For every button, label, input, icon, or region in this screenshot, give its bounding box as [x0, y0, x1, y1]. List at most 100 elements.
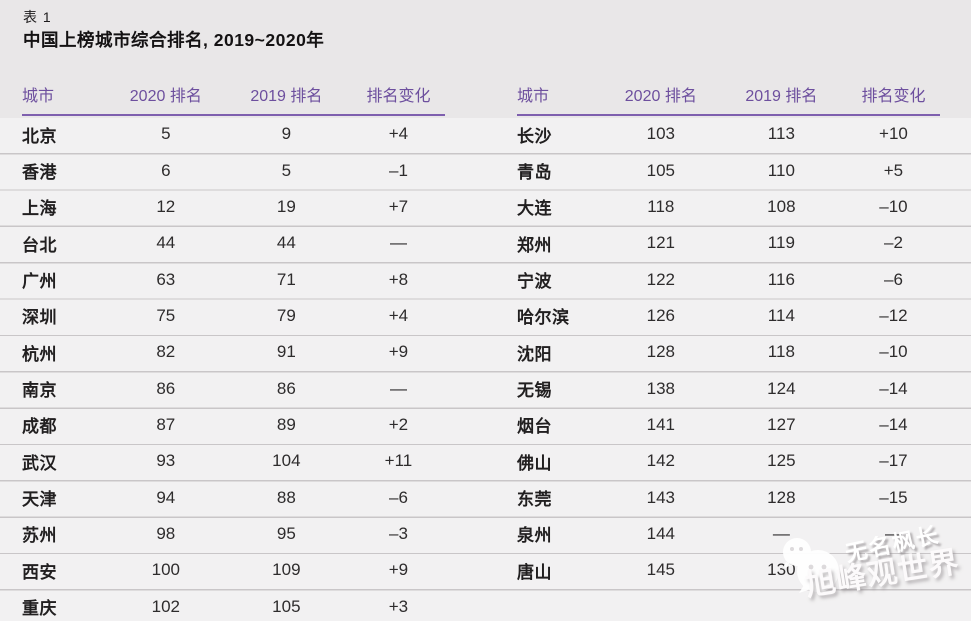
table-row: 台北 44 44 — — [22, 225, 445, 261]
rank-2020-cell: 121 — [646, 233, 675, 253]
rank-2019-cell: 118 — [767, 342, 795, 362]
rank-2020-cell: 86 — [156, 378, 176, 398]
table-row: 烟台 141 127 –14 — [517, 407, 940, 443]
table-row: 青岛 105 110 +5 — [517, 152, 940, 188]
rank-2019-cell: 79 — [276, 305, 296, 325]
column-header-rank-change: 排名变化 — [366, 88, 431, 105]
rank-2020-cell: 82 — [156, 342, 176, 362]
rank-change-cell: +4 — [388, 124, 409, 144]
rank-2019-cell: 128 — [767, 487, 796, 507]
table-row: 天津 94 88 –6 — [22, 479, 445, 515]
rank-2020-cell: 141 — [646, 414, 675, 434]
rank-2019-cell: 19 — [276, 196, 296, 216]
city-cell: 东莞 — [517, 490, 552, 510]
rank-2020-cell: 144 — [646, 523, 675, 543]
rank-2020-cell: 98 — [156, 523, 176, 543]
table-row: 长沙 103 113 +10 — [517, 116, 940, 152]
rank-2019-cell: 114 — [767, 305, 795, 325]
table-row: 沈阳 128 118 –10 — [517, 334, 940, 370]
city-cell: 大连 — [517, 199, 552, 219]
table-heading: 中国上榜城市综合排名, 2019~2020年 — [23, 30, 325, 50]
city-cell: 青岛 — [517, 163, 552, 183]
table-row: 泉州 144 — — — [517, 516, 940, 552]
rank-2020-cell: 94 — [156, 487, 176, 507]
city-cell: 武汉 — [22, 453, 57, 473]
rank-change-cell: +9 — [388, 342, 409, 362]
rank-2019-cell: 113 — [767, 124, 795, 144]
rank-change-cell: — — [389, 233, 407, 253]
rank-2020-cell: 75 — [156, 305, 176, 325]
rank-2019-cell: 124 — [767, 378, 796, 398]
rank-change-cell: –10 — [879, 342, 908, 362]
city-cell: 深圳 — [22, 308, 57, 328]
city-cell: 台北 — [22, 235, 57, 255]
table-body: 长沙 103 113 +10 青岛 105 110 +5 大连 118 108 –10 郑州 121 119… — [517, 116, 940, 588]
table-row: 郑州 121 119 –2 — [517, 225, 940, 261]
rank-2019-cell: 130 — [767, 560, 796, 580]
rank-2019-cell: 86 — [276, 378, 296, 398]
rank-2020-cell: 44 — [156, 233, 176, 253]
rank-2020-cell: 126 — [646, 305, 675, 325]
table-row: 广州 63 71 +8 — [22, 261, 445, 297]
city-cell: 唐山 — [517, 562, 552, 582]
rank-change-cell: +11 — [384, 451, 413, 471]
table-row: 南京 86 86 — — [22, 370, 445, 406]
rank-change-cell: –17 — [879, 451, 908, 471]
rank-2019-cell: 89 — [276, 414, 296, 434]
city-cell: 成都 — [22, 417, 57, 437]
rank-2020-cell: 118 — [647, 196, 675, 216]
column-header-2019-rank: 2019 排名 — [745, 88, 818, 105]
rank-2019-cell: 127 — [767, 414, 796, 434]
table-row: 佛山 142 125 –17 — [517, 443, 940, 479]
city-cell: 北京 — [22, 126, 57, 146]
table-header-row: 城市 2020 排名 2019 排名 排名变化 — [517, 78, 940, 116]
city-cell: 南京 — [22, 381, 57, 401]
table-row: 武汉 93 104 +11 — [22, 443, 445, 479]
column-header-city: 城市 — [517, 88, 550, 105]
rank-2019-cell: 116 — [767, 269, 795, 289]
ranking-table-left: 城市 2020 排名 2019 排名 排名变化 北京 5 9 +4 香港 6 5 –1 上海 12… — [22, 78, 445, 621]
rank-change-cell: –1 — [388, 160, 408, 180]
city-cell: 泉州 — [517, 526, 552, 546]
table-row: 东莞 143 128 –15 — [517, 479, 940, 515]
rank-change-cell: –3 — [388, 523, 408, 543]
city-cell: 长沙 — [517, 126, 552, 146]
rank-2020-cell: 142 — [646, 451, 675, 471]
rank-2020-cell: 12 — [156, 196, 176, 216]
table-row: 无锡 138 124 –14 — [517, 370, 940, 406]
rank-2019-cell: 88 — [276, 487, 296, 507]
rank-2020-cell: 5 — [161, 124, 171, 144]
rank-2019-cell: 110 — [767, 160, 795, 180]
table-row: 唐山 145 130 — [517, 552, 940, 588]
rank-change-cell: +4 — [388, 305, 409, 325]
city-cell: 香港 — [22, 163, 57, 183]
table-row: 成都 87 89 +2 — [22, 407, 445, 443]
column-header-2020-rank: 2020 排名 — [129, 88, 202, 105]
city-cell: 烟台 — [517, 417, 552, 437]
column-header-2019-rank: 2019 排名 — [250, 88, 323, 105]
rank-2020-cell: 6 — [161, 160, 171, 180]
rank-change-cell: +5 — [883, 160, 904, 180]
rank-change-cell: –2 — [883, 233, 903, 253]
rank-change-cell: +8 — [388, 269, 409, 289]
city-cell: 哈尔滨 — [517, 308, 570, 328]
rank-2020-cell: 105 — [646, 160, 675, 180]
rank-2019-cell: 105 — [272, 596, 301, 616]
column-header-city: 城市 — [22, 88, 55, 105]
city-cell: 佛山 — [517, 453, 552, 473]
rank-2020-cell: 103 — [646, 124, 675, 144]
rank-2020-cell: 100 — [151, 560, 180, 580]
rank-change-cell: –15 — [879, 487, 908, 507]
table-row: 大连 118 108 –10 — [517, 189, 940, 225]
city-cell: 苏州 — [22, 526, 57, 546]
rank-change-cell: –10 — [879, 196, 908, 216]
rank-change-cell: +3 — [388, 596, 409, 616]
rank-2020-cell: 128 — [646, 342, 675, 362]
rank-change-cell: –12 — [879, 305, 908, 325]
city-cell: 重庆 — [22, 599, 57, 619]
rank-2020-cell: 143 — [646, 487, 675, 507]
rank-2019-cell: 108 — [767, 196, 796, 216]
rank-2019-cell: 91 — [276, 342, 296, 362]
table-row: 深圳 75 79 +4 — [22, 298, 445, 334]
